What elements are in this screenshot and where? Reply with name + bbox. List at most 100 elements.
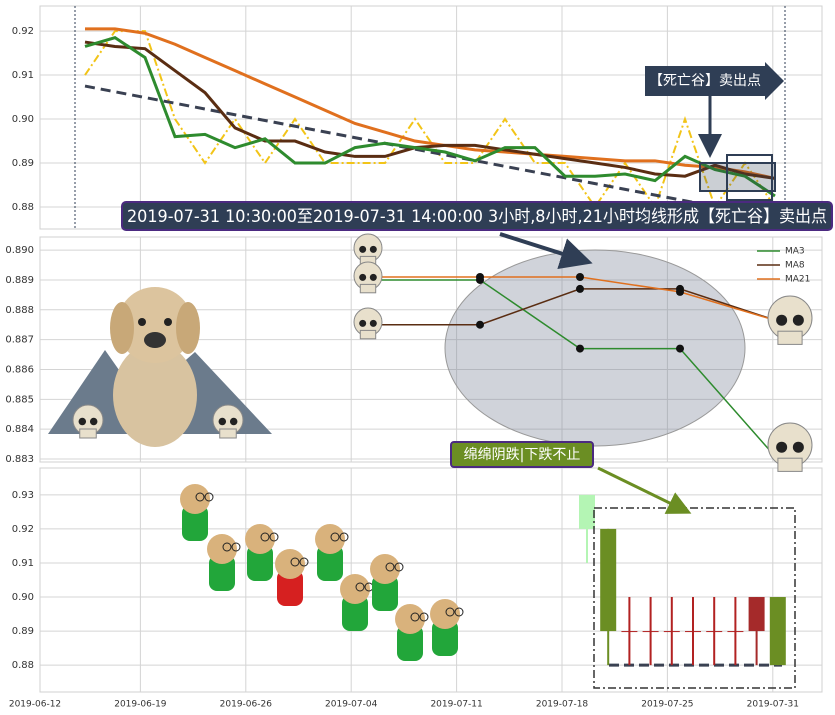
puppy	[182, 505, 208, 541]
candle-body	[663, 631, 680, 633]
puppy	[385, 562, 395, 572]
puppy	[204, 492, 214, 502]
point	[576, 284, 584, 293]
skull	[792, 314, 804, 326]
dog	[164, 318, 172, 326]
y-tick-label: 0.90	[12, 592, 34, 603]
y-tick-label: 0.91	[12, 70, 34, 81]
x-tick-label: 2019-07-11	[430, 700, 482, 710]
dog	[176, 302, 200, 354]
callout-text: 绵绵阴跌|下跌不止	[464, 446, 581, 463]
callout-text: 【死亡谷】卖出点	[649, 73, 761, 89]
puppy	[260, 532, 270, 542]
dog	[138, 318, 146, 326]
skull	[359, 245, 367, 253]
panel-frame	[39, 236, 823, 463]
candle-body	[706, 631, 723, 633]
x-tick-label: 2019-07-18	[536, 700, 589, 710]
legend-label: MA21	[785, 275, 810, 285]
skull	[229, 417, 238, 426]
y-tick-label: 0.884	[5, 424, 34, 435]
y-tick-label: 0.90	[12, 114, 34, 125]
skull	[219, 428, 237, 439]
skull	[369, 319, 377, 327]
skull	[776, 314, 788, 326]
skull	[79, 428, 97, 439]
skull	[78, 417, 87, 426]
skull	[89, 417, 98, 426]
puppy	[245, 524, 275, 554]
skull	[359, 283, 377, 294]
banner-text: 2019-07-31 10:30:00至2019-07-31 14:00:00 …	[127, 207, 827, 227]
y-tick-label: 0.91	[12, 558, 34, 569]
puppy	[290, 557, 300, 567]
candle-body	[769, 597, 786, 666]
point	[676, 287, 684, 296]
y-tick-label: 0.92	[12, 26, 34, 37]
callout-pointer	[597, 466, 692, 514]
skull	[792, 441, 804, 453]
x-tick-label: 2019-06-12	[9, 700, 61, 710]
panel-frame	[39, 5, 823, 230]
skull	[359, 329, 377, 340]
skull	[369, 245, 377, 253]
y-tick-label: 0.92	[12, 524, 34, 535]
skull	[359, 273, 367, 281]
banner-pointer	[499, 232, 593, 269]
y-tick-label: 0.889	[5, 275, 34, 286]
callout-arrow	[645, 62, 784, 100]
puppy	[445, 607, 455, 617]
x-tick-label: 2019-06-19	[114, 700, 167, 710]
candle-body	[748, 597, 765, 632]
puppy	[395, 604, 425, 634]
candle-body	[579, 494, 595, 529]
puppy	[372, 575, 398, 611]
ma-line	[85, 27, 776, 180]
candle-body	[685, 631, 701, 633]
y-tick-label: 0.890	[5, 245, 34, 256]
ma-line	[84, 40, 776, 180]
point	[576, 272, 584, 281]
price-line	[84, 30, 776, 210]
puppy	[394, 562, 404, 572]
highlight-box	[593, 507, 796, 689]
candle-body	[621, 631, 638, 633]
dog	[110, 302, 134, 354]
puppy	[342, 595, 368, 631]
puppy	[299, 557, 309, 567]
puppy	[247, 545, 273, 581]
puppy	[432, 620, 458, 656]
y-tick-label: 0.886	[5, 364, 34, 375]
skull	[369, 273, 377, 281]
puppy	[397, 625, 423, 661]
skull	[359, 319, 367, 327]
y-tick-label: 0.88	[12, 660, 34, 671]
legend-label: MA3	[785, 247, 805, 257]
candle-body	[642, 631, 659, 633]
puppy	[207, 534, 237, 564]
x-tick-label: 2019-07-31	[747, 700, 799, 710]
puppy	[275, 549, 305, 579]
point	[476, 272, 484, 281]
puppy	[231, 542, 241, 552]
puppy	[317, 545, 343, 581]
point	[676, 344, 684, 353]
puppy	[355, 582, 365, 592]
y-tick-label: 0.887	[5, 335, 34, 346]
x-tick-label: 2019-07-25	[641, 700, 693, 710]
highlight-box	[726, 154, 773, 201]
x-tick-label: 2019-07-04	[325, 700, 378, 710]
y-tick-label: 0.89	[12, 626, 34, 637]
legend-label: MA8	[785, 261, 805, 271]
callout-box	[450, 441, 594, 468]
puppy	[180, 484, 210, 514]
y-tick-label: 0.88	[12, 202, 34, 213]
trend-line	[84, 84, 776, 220]
banner	[121, 201, 833, 231]
skull	[777, 330, 803, 345]
ma-line	[84, 36, 776, 198]
point	[476, 320, 484, 329]
puppy	[222, 542, 232, 552]
